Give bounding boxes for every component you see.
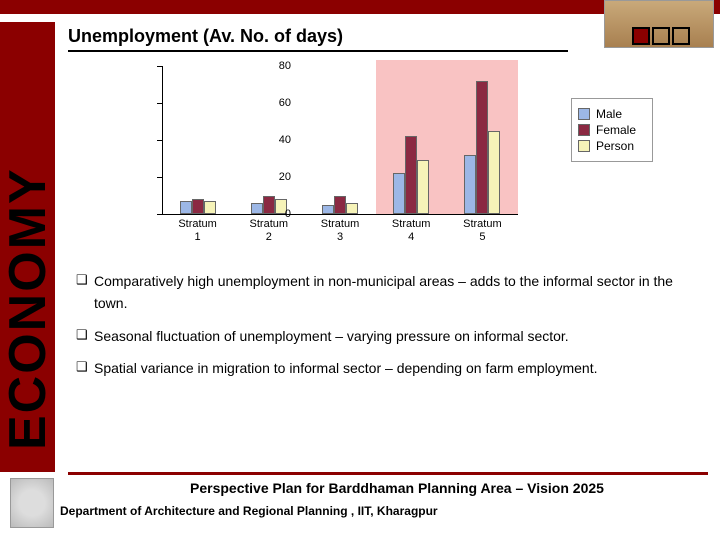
chart-bar	[405, 136, 417, 214]
legend-label: Female	[596, 123, 636, 137]
legend-swatch	[578, 108, 590, 120]
chart-bar	[251, 203, 263, 214]
footer-title: Perspective Plan for Barddhaman Planning…	[190, 480, 604, 496]
bullet-marker-icon	[76, 325, 94, 347]
y-tick-mark	[157, 214, 162, 215]
bullet-marker-icon	[76, 270, 94, 315]
slide-title: Unemployment (Av. No. of days)	[68, 26, 343, 47]
y-tick-label: 60	[279, 97, 291, 109]
legend-label: Male	[596, 107, 622, 121]
corner-boxes	[632, 27, 690, 45]
chart-bar	[417, 160, 429, 214]
chart-plot	[162, 66, 518, 214]
sidebar-label: ECONOMY	[0, 167, 58, 450]
x-tick-label: Stratum1	[162, 218, 233, 244]
chart-bar	[346, 203, 358, 214]
bullet-text: Comparatively high unemployment in non-m…	[94, 270, 696, 315]
chart-bar	[464, 155, 476, 214]
y-tick-mark	[157, 177, 162, 178]
y-tick-mark	[157, 103, 162, 104]
legend-item: Person	[578, 139, 646, 153]
bullet-marker-icon	[76, 357, 94, 379]
chart-bar	[322, 205, 334, 214]
x-tick-label: Stratum3	[305, 218, 376, 244]
bullet-item: Comparatively high unemployment in non-m…	[76, 270, 696, 315]
chart-bar	[180, 201, 192, 214]
legend-item: Male	[578, 107, 646, 121]
x-tick-label: Stratum5	[447, 218, 518, 244]
y-tick-label: 20	[279, 171, 291, 183]
bullet-list: Comparatively high unemployment in non-m…	[76, 270, 696, 390]
footer-department: Department of Architecture and Regional …	[60, 504, 438, 518]
bullet-item: Seasonal fluctuation of unemployment – v…	[76, 325, 696, 347]
chart-bar	[488, 131, 500, 214]
y-tick-mark	[157, 140, 162, 141]
chart-bar	[192, 199, 204, 214]
chart-bar	[204, 201, 216, 214]
bullet-text: Seasonal fluctuation of unemployment – v…	[94, 325, 696, 347]
institute-logo	[10, 478, 54, 528]
legend-swatch	[578, 140, 590, 152]
x-axis	[162, 214, 518, 215]
corner-box-empty	[672, 27, 690, 45]
title-underline	[68, 50, 568, 52]
chart-bar	[334, 196, 346, 215]
legend-item: Female	[578, 123, 646, 137]
chart-legend: Male Female Person	[571, 98, 653, 162]
chart-bar	[476, 81, 488, 214]
x-tick-label: Stratum2	[233, 218, 304, 244]
y-tick-mark	[157, 66, 162, 67]
legend-swatch	[578, 124, 590, 136]
chart-area: MaleFemalePerson 020406080Stratum1Stratu…	[128, 58, 653, 248]
footer-divider	[68, 472, 708, 475]
x-tick-label: Stratum4	[376, 218, 447, 244]
y-tick-label: 80	[279, 60, 291, 72]
y-tick-label: 40	[279, 134, 291, 146]
chart-bar	[393, 173, 405, 214]
legend-label: Person	[596, 139, 634, 153]
corner-box-empty	[652, 27, 670, 45]
chart-bar	[263, 196, 275, 215]
bullet-item: Spatial variance in migration to informa…	[76, 357, 696, 379]
bullet-text: Spatial variance in migration to informa…	[94, 357, 696, 379]
corner-box-filled	[632, 27, 650, 45]
